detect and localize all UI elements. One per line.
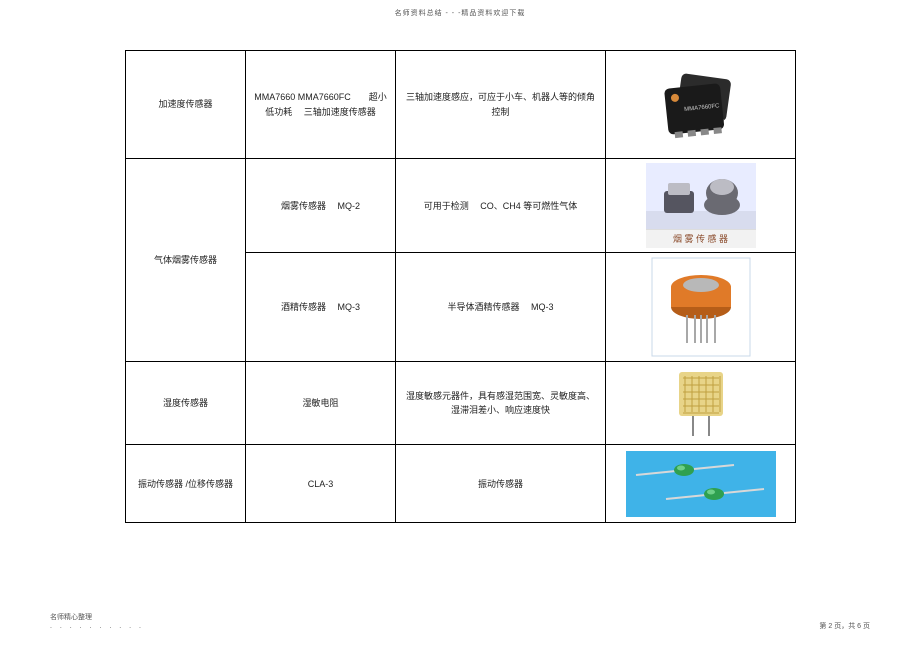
desc-cell: 湿度敏感元器件，具有感湿范围宽、灵敏度高、湿滞泪差小、响应速度快 <box>396 362 606 445</box>
humidity-icon <box>661 366 741 440</box>
table-row: 加速度传感器MMA7660 MMA7660FC 超小低功耗 三轴加速度传感器三轴… <box>126 51 796 159</box>
sensor-table: 加速度传感器MMA7660 MMA7660FC 超小低功耗 三轴加速度传感器三轴… <box>125 50 796 523</box>
table-row: 气体烟雾传感器烟雾传感器 MQ-2可用于检测 CO、CH4 等可燃性气体 烟 雾… <box>126 159 796 253</box>
image-cell <box>606 362 796 445</box>
footer-right: 第 2 页，共 6 页 <box>819 621 870 631</box>
footer-left: 名师精心整理 . . . . . . . . . . <box>50 614 144 631</box>
desc-cell: 三轴加速度感应，可应于小车、机器人等的倾角控制 <box>396 51 606 159</box>
footer-left-text: 名师精心整理 <box>50 614 92 621</box>
model-cell: 烟雾传感器 MQ-2 <box>246 159 396 253</box>
model-cell: 湿敏电阻 <box>246 362 396 445</box>
smoke-icon: 烟 雾 传 感 器 <box>646 163 756 248</box>
model-cell: MMA7660 MMA7660FC 超小低功耗 三轴加速度传感器 <box>246 51 396 159</box>
category-cell: 加速度传感器 <box>126 51 246 159</box>
table-row: 湿度传感器湿敏电阻湿度敏感元器件，具有感湿范围宽、灵敏度高、湿滞泪差小、响应速度… <box>126 362 796 445</box>
model-cell: 酒精传感器 MQ-3 <box>246 253 396 362</box>
mq3-icon <box>651 257 751 357</box>
category-cell: 气体烟雾传感器 <box>126 159 246 362</box>
category-cell: 湿度传感器 <box>126 362 246 445</box>
footer-dots: . . . . . . . . . . <box>50 623 144 630</box>
desc-cell: 可用于检测 CO、CH4 等可燃性气体 <box>396 159 606 253</box>
image-cell: 烟 雾 传 感 器 <box>606 159 796 253</box>
page-header: 名师资料总结 - - -精品资料欢迎下载 <box>0 8 920 18</box>
image-cell: MMA7660FC <box>606 51 796 159</box>
model-cell: CLA-3 <box>246 445 396 523</box>
table-row: 振动传感器 /位移传感器CLA-3振动传感器 <box>126 445 796 523</box>
sensor-table-wrap: 加速度传感器MMA7660 MMA7660FC 超小低功耗 三轴加速度传感器三轴… <box>125 50 795 523</box>
category-cell: 振动传感器 /位移传感器 <box>126 445 246 523</box>
image-cell <box>606 445 796 523</box>
desc-cell: 半导体酒精传感器 MQ-3 <box>396 253 606 362</box>
vibration-icon <box>626 451 776 517</box>
desc-cell: 振动传感器 <box>396 445 606 523</box>
chip-icon: MMA7660FC <box>646 65 756 145</box>
image-cell <box>606 253 796 362</box>
